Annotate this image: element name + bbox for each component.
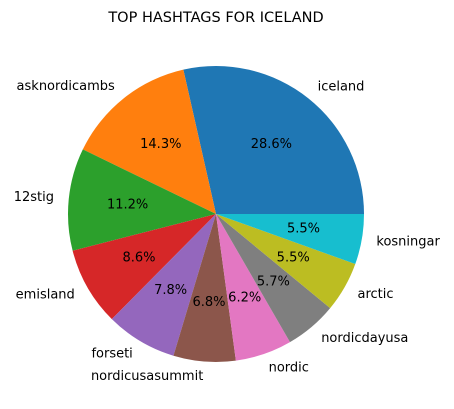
percent-label-forseti: 7.8% [154, 283, 187, 298]
pie-slice-arctic [216, 214, 356, 309]
pie-slice-forseti [111, 214, 216, 356]
category-label-nordicusasummit: nordicusasummit [91, 369, 203, 384]
category-labels: iceland asknordicambs 12stig emisland forset… [14, 79, 441, 384]
pie-slice-emisland [72, 214, 216, 320]
category-label-kosningar: kosningar [376, 234, 440, 249]
category-label-nordic: nordic [269, 361, 309, 376]
category-label-forseti: forseti [91, 347, 132, 362]
category-label-nordicdayusa: nordicdayusa [321, 331, 408, 346]
category-label-iceland: iceland [318, 79, 365, 94]
category-label-arctic: arctic [358, 287, 394, 302]
percent-label-iceland: 28.6% [251, 137, 292, 152]
percent-label-nordicusasummit: 6.8% [192, 295, 225, 310]
pie-slice-kosningar [216, 214, 364, 265]
pie-slice-nordicdayusa [216, 214, 331, 343]
category-label-12stig: 12stig [14, 190, 54, 205]
pie-slices [68, 65, 364, 363]
pie-slice-nordic [216, 214, 290, 361]
percent-label-nordicdayusa: 5.7% [257, 274, 290, 289]
category-label-emisland: emisland [16, 288, 75, 303]
percent-label-emisland: 8.6% [122, 251, 155, 266]
percent-label-12stig: 11.2% [107, 198, 148, 213]
percent-label-kosningar: 5.5% [287, 222, 320, 237]
percent-label-arctic: 5.5% [277, 250, 310, 265]
pie-slice-asknordicambs [82, 69, 216, 215]
category-label-asknordicambs: asknordicambs [17, 79, 115, 94]
percent-label-asknordicambs: 14.3% [140, 137, 181, 152]
pie-slice-nordicusasummit [173, 214, 236, 363]
percent-label-nordic: 6.2% [228, 291, 261, 306]
pie-slice-iceland [183, 65, 364, 214]
chart-title: TOP HASHTAGS FOR ICELAND [107, 10, 323, 26]
percent-labels: 28.6% 14.3% 11.2% 8.6% 7.8% 6.8% 6.2% 5.7% 5.5% 5… [107, 137, 320, 310]
pie-slice-12stig [68, 149, 216, 251]
